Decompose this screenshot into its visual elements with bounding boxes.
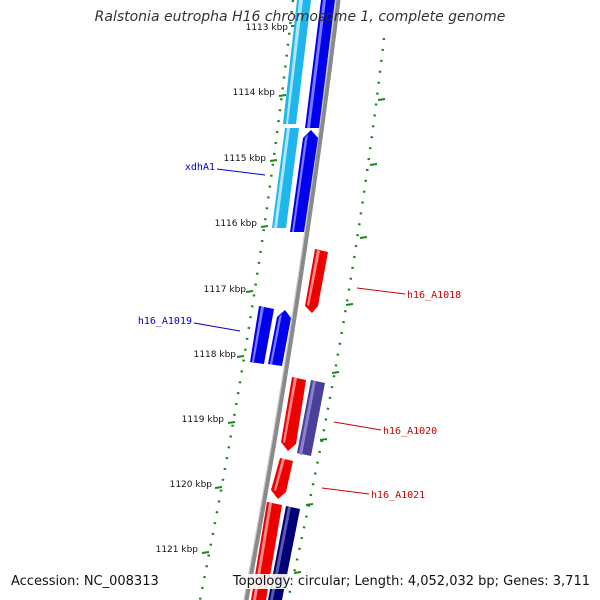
gene-feature[interactable] (281, 377, 306, 451)
outer-scale-tick (377, 98, 386, 101)
gene-feature[interactable] (307, 0, 326, 128)
scale-tick (269, 159, 278, 162)
gene-feature[interactable] (286, 0, 303, 124)
scale-tick-label: 1119 kbp (182, 415, 225, 425)
outer-scale-tick (305, 503, 314, 506)
outer-scale-tick (331, 371, 340, 374)
scale-tick-label: 1120 kbp (170, 480, 213, 490)
gene-feature[interactable] (274, 459, 285, 491)
gene-feature[interactable] (283, 378, 297, 443)
map-title: Ralstonia eutropha H16 chromosome 1, com… (94, 9, 506, 25)
gene-label-leader (216, 168, 266, 176)
gene-feature[interactable] (252, 307, 264, 362)
outer-dotted-track (286, 37, 386, 600)
outer-scale-tick (345, 303, 354, 306)
scale-tick-label: 1117 kbp (204, 285, 247, 295)
gene-feature[interactable] (274, 128, 290, 228)
scale-tick (214, 486, 223, 489)
gene-feature[interactable] (292, 134, 308, 232)
scale-tick-label: 1118 kbp (194, 350, 237, 360)
accession-text: Accession: NC_008313 (9, 574, 161, 589)
outer-scale-tick (293, 571, 302, 574)
gene-label[interactable]: h16_A1021 (371, 490, 425, 501)
scale-tick-label: 1114 kbp (233, 88, 276, 98)
scale-tick-label: 1115 kbp (224, 154, 267, 164)
gene-label[interactable]: h16_A1020 (383, 426, 437, 437)
outer-scale-tick (319, 438, 328, 441)
gene-feature[interactable] (307, 250, 320, 306)
gene-label[interactable]: h16_A1018 (407, 290, 461, 301)
outer-scale-tick (369, 163, 378, 166)
scale-tick (227, 421, 236, 424)
scale-tick-label: 1121 kbp (156, 545, 199, 555)
scale-tick-label: 1113 kbp (246, 23, 289, 33)
scale-tick (201, 551, 210, 554)
gene-label-leader (321, 487, 370, 495)
outer-scale-tick (359, 236, 368, 239)
gene-label-leader (333, 421, 382, 431)
gene-label-leader (193, 322, 241, 332)
gene-label[interactable]: xdhA1 (185, 162, 215, 173)
gene-feature[interactable] (299, 381, 316, 455)
chromosome-backbone-highlight (243, 0, 337, 600)
scale-tick (245, 290, 254, 293)
gene-label[interactable]: h16_A1019 (138, 316, 192, 327)
scale-tick (236, 355, 245, 358)
scale-tick (278, 94, 287, 97)
features (250, 0, 335, 600)
scale-tick (260, 225, 269, 228)
gene-feature[interactable] (270, 314, 282, 365)
gene-label-leader (356, 287, 406, 295)
genome-summary-text: Topology: circular; Length: 4,052,032 bp… (230, 574, 592, 589)
chromosome-backbone (243, 0, 341, 600)
scale-tick-label: 1116 kbp (215, 219, 258, 229)
